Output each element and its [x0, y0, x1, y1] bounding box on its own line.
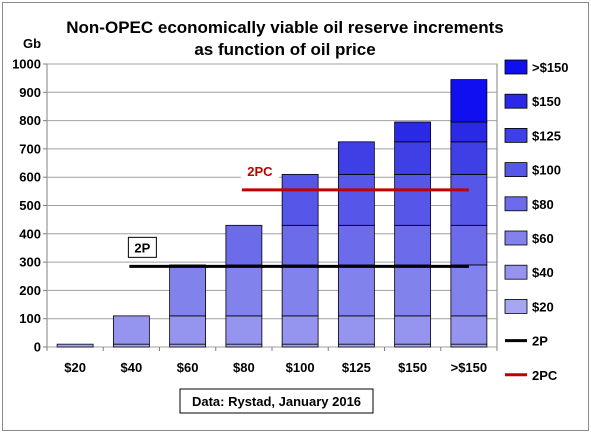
legend-swatch: [504, 230, 528, 246]
source-annotation: Data: Rystad, January 2016: [179, 388, 374, 414]
legend-swatch: [504, 162, 528, 178]
bar-segment: [281, 264, 319, 317]
x-tick-label: $150: [398, 360, 427, 375]
y-tick-label: 600: [19, 170, 41, 185]
bar-segment: [394, 224, 432, 266]
x-tick-label: >$150: [451, 360, 488, 375]
legend-label: $150: [532, 94, 561, 109]
legend-swatch: [504, 264, 528, 280]
legend-swatch: [504, 196, 528, 212]
reference-line-label-box: [127, 236, 157, 258]
legend-label: $60: [532, 231, 554, 246]
bar-segment: [169, 343, 207, 348]
reference-line-label-box: [240, 160, 279, 181]
bar-segment: [281, 224, 319, 266]
legend-label: $100: [532, 163, 561, 178]
legend: >$150 $150 $125 $100 $80 $60 $40 $20 2P 2PC: [504, 59, 569, 383]
bar-segment: [450, 79, 488, 123]
bar-segment: [450, 224, 488, 266]
legend-label: $80: [532, 197, 554, 212]
y-tick-label: 800: [19, 113, 41, 128]
bar-segment: [394, 343, 432, 348]
bar-segment: [450, 173, 488, 226]
legend-label: $40: [532, 265, 554, 280]
x-tick-label: $60: [177, 360, 199, 375]
bar-segment: [112, 315, 150, 345]
bar-segment: [225, 264, 263, 317]
bar-segment: [337, 264, 375, 317]
legend-swatch: [504, 59, 528, 75]
bar-segment: [337, 315, 375, 345]
bar-segment: [56, 343, 94, 348]
bar-segment: [169, 264, 207, 317]
y-tick-label: 300: [19, 255, 41, 270]
legend-label: $20: [532, 299, 554, 314]
bar-segment: [394, 141, 432, 175]
bar-segment: [281, 315, 319, 345]
source-annotation-text: Data: Rystad, January 2016: [192, 394, 361, 409]
bar-segment: [225, 315, 263, 345]
bar-segment: [112, 343, 150, 348]
bar-segment: [281, 173, 319, 226]
chart-title: Non-OPEC economically viable oil reserve…: [66, 18, 503, 37]
bar-segment: [281, 343, 319, 348]
bar-segment: [225, 224, 263, 266]
legend-label: 2PC: [532, 368, 558, 383]
x-tick-label: $100: [286, 360, 315, 375]
bar-segment: [337, 141, 375, 175]
bar-segment: [169, 315, 207, 345]
y-axis-unit-label: Gb: [23, 36, 41, 51]
bar-segment: [450, 141, 488, 175]
x-tick-label: $125: [342, 360, 371, 375]
legend-swatch: [504, 93, 528, 109]
chart-subtitle: as function of oil price: [194, 40, 375, 59]
y-tick-label: 700: [19, 141, 41, 156]
reference-line-label: 2P: [134, 240, 150, 255]
bar-segment: [450, 121, 488, 143]
y-tick-label: 400: [19, 226, 41, 241]
bar-segment: [394, 315, 432, 345]
bar-segment: [337, 224, 375, 266]
legend-swatch: [504, 127, 528, 143]
x-tick-label: $80: [233, 360, 255, 375]
y-tick-label: 0: [34, 340, 41, 355]
bar-segment: [394, 264, 432, 317]
y-tick-label: 900: [19, 85, 41, 100]
legend-label: 2P: [532, 334, 548, 349]
bar-segment: [450, 264, 488, 317]
y-tick-label: 200: [19, 283, 41, 298]
bar-segment: [450, 343, 488, 348]
bar-segment: [394, 173, 432, 226]
legend-swatch: [504, 298, 528, 314]
y-tick-label: 1000: [12, 57, 41, 72]
y-tick-label: 500: [19, 198, 41, 213]
source-annotation-box: [179, 388, 374, 414]
reference-line-label: 2PC: [247, 164, 273, 179]
legend-label: $125: [532, 128, 561, 143]
y-tick-label: 100: [19, 311, 41, 326]
bar-segment: [394, 121, 432, 143]
plot-area: 0 100 200 300 400 500 600 700 800 900 1000 $20 $40 $6…: [12, 57, 498, 375]
bar-segment: [450, 315, 488, 345]
x-tick-label: $40: [121, 360, 143, 375]
x-tick-label: $20: [64, 360, 86, 375]
bar-segment: [337, 173, 375, 226]
bar-segment: [225, 343, 263, 348]
bar-segment: [337, 343, 375, 348]
legend-label: >$150: [532, 60, 569, 75]
